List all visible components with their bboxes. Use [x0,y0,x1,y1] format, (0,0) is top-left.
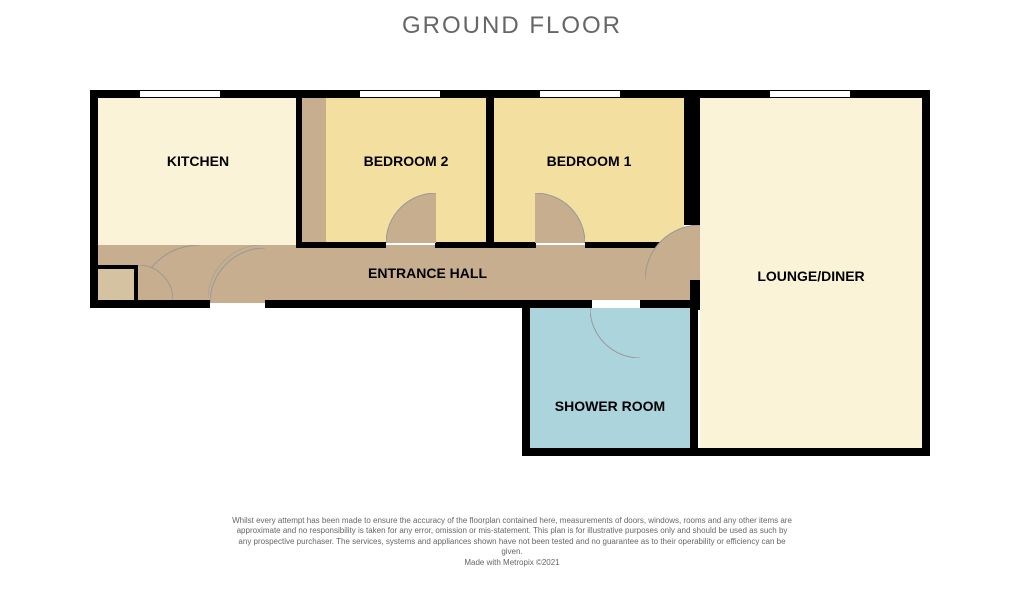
wall-shower-right [690,300,698,456]
door-front [210,248,265,303]
label-bedroom2: BEDROOM 2 [364,153,449,169]
wall-shower-top-right [640,300,698,308]
room-lounge: LOUNGE/DINER [700,98,922,448]
label-bedroom1: BEDROOM 1 [547,153,632,169]
floorplan-container: KITCHEN BEDROOM 2 BEDROOM 1 ENTRANCE HAL… [90,90,930,460]
wall-shower-top-left [522,300,592,308]
disclaimer-text: Whilst every attempt has been made to en… [232,516,792,568]
wall-bed2-bed1 [486,90,494,248]
wardrobe-bedroom2 [300,98,326,243]
wall-lounge-bottom [690,448,930,456]
label-kitchen: KITCHEN [167,153,229,169]
window-lounge [770,90,850,98]
label-shower: SHOWER ROOM [555,398,665,414]
door-bedroom1 [535,193,585,243]
wall-outer-right [922,90,930,456]
wall-outer-bottom-left [90,300,530,308]
window-bedroom2 [360,90,440,98]
wall-bed2-bottom-right [435,242,493,248]
door-lounge [645,225,700,280]
door-bedroom2 [386,193,436,243]
kitchen-counter [98,265,138,300]
wall-outer-left [90,90,98,308]
door-shower [590,308,640,358]
label-lounge: LOUNGE/DINER [757,268,864,284]
wall-bed1-lounge [684,90,700,225]
window-bedroom1 [540,90,620,98]
hall-extension [98,245,138,265]
door-counter [138,265,173,300]
wall-shower-bottom [522,448,698,456]
wall-kitchen-right [296,90,302,248]
label-hall: ENTRANCE HALL [368,265,487,281]
wall-bed2-bottom-left [296,242,386,248]
room-bedroom1: BEDROOM 1 [494,98,684,243]
page-title: GROUND FLOOR [402,12,622,40]
window-kitchen [140,90,220,98]
wall-bed1-bottom-left [486,242,536,248]
wall-shower-left [522,300,530,456]
